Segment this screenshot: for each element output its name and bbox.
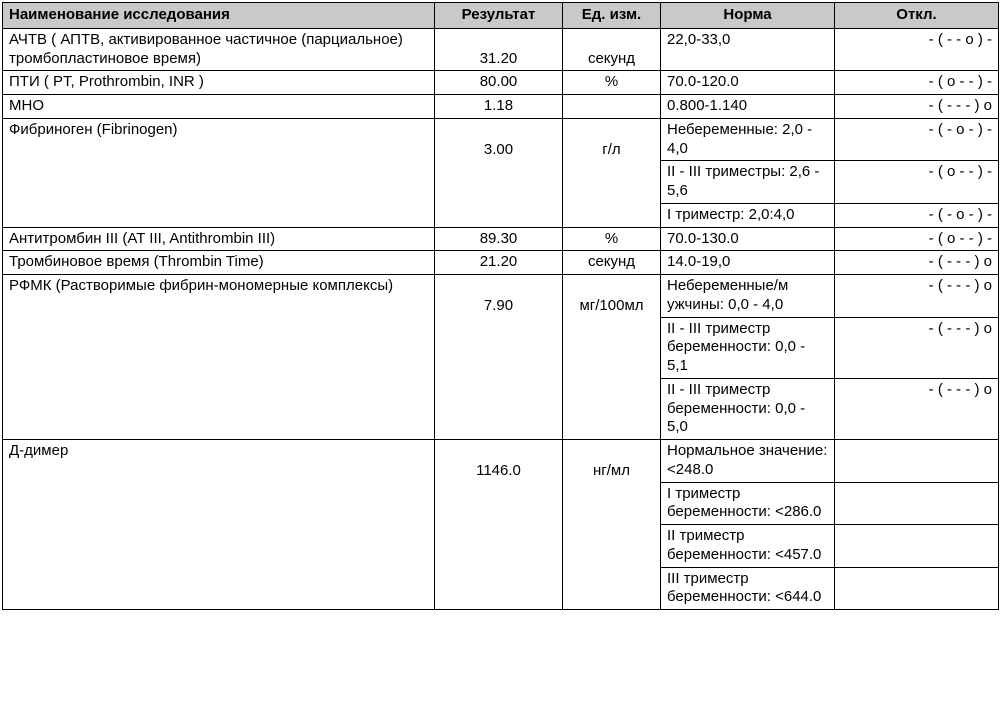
cell-name: РФМК (Растворимые фибрин-мономерные комп…	[3, 275, 435, 440]
table-row: ПТИ ( PT, Prothrombin, INR )80.00%70.0-1…	[3, 71, 999, 95]
cell-unit: секунд	[563, 251, 661, 275]
cell-deviation: - ( - - - ) o	[835, 251, 999, 275]
cell-deviation: - ( - o - ) -	[835, 118, 999, 161]
cell-deviation: - ( - - - ) o	[835, 317, 999, 378]
cell-result: 1146.0	[435, 440, 563, 610]
cell-deviation: - ( - - - ) o	[835, 378, 999, 439]
cell-deviation: - ( - - o ) -	[835, 28, 999, 71]
cell-norm: 14.0-19,0	[661, 251, 835, 275]
table-row: МНО1.18 0.800-1.140- ( - - - ) o	[3, 95, 999, 119]
col-header-name: Наименование исследования	[3, 3, 435, 29]
cell-unit: секунд	[563, 28, 661, 71]
cell-deviation: - ( o - - ) -	[835, 71, 999, 95]
cell-deviation: - ( - o - ) -	[835, 203, 999, 227]
cell-result: 7.90	[435, 275, 563, 440]
cell-norm: Небеременные: 2,0 - 4,0	[661, 118, 835, 161]
table-row: АЧТВ ( АПТВ, активированное частичное (п…	[3, 28, 999, 71]
col-header-norm: Норма	[661, 3, 835, 29]
cell-result: 3.00	[435, 118, 563, 227]
cell-name: Д-димер	[3, 440, 435, 610]
cell-norm: 70.0-120.0	[661, 71, 835, 95]
cell-result: 1.18	[435, 95, 563, 119]
table-row: Тромбиновое время (Thrombin Time)21.20се…	[3, 251, 999, 275]
cell-unit: нг/мл	[563, 440, 661, 610]
cell-name: МНО	[3, 95, 435, 119]
cell-name: Тромбиновое время (Thrombin Time)	[3, 251, 435, 275]
cell-unit: г/л	[563, 118, 661, 227]
table-row: Фибриноген (Fibrinogen)3.00г/лНебеременн…	[3, 118, 999, 161]
lab-results-table: Наименование исследования Результат Ед. …	[2, 2, 999, 610]
cell-deviation	[835, 482, 999, 525]
cell-norm: III триместр беременности: <644.0	[661, 567, 835, 610]
table-header: Наименование исследования Результат Ед. …	[3, 3, 999, 29]
cell-norm: Нормальное значение: <248.0	[661, 440, 835, 483]
cell-unit: мг/100мл	[563, 275, 661, 440]
cell-norm: II - III триместр беременности: 0,0 - 5,…	[661, 378, 835, 439]
cell-deviation: - ( o - - ) -	[835, 227, 999, 251]
cell-norm: 22,0-33,0	[661, 28, 835, 71]
table-body: АЧТВ ( АПТВ, активированное частичное (п…	[3, 28, 999, 609]
cell-unit	[563, 95, 661, 119]
col-header-unit: Ед. изм.	[563, 3, 661, 29]
cell-result: 89.30	[435, 227, 563, 251]
col-header-result: Результат	[435, 3, 563, 29]
cell-norm: 0.800-1.140	[661, 95, 835, 119]
cell-name: Фибриноген (Fibrinogen)	[3, 118, 435, 227]
cell-deviation: - ( o - - ) -	[835, 161, 999, 204]
cell-name: Антитромбин III (AT III, Antithrombin II…	[3, 227, 435, 251]
cell-name: ПТИ ( PT, Prothrombin, INR )	[3, 71, 435, 95]
cell-deviation: - ( - - - ) o	[835, 95, 999, 119]
cell-result: 21.20	[435, 251, 563, 275]
cell-unit: %	[563, 71, 661, 95]
cell-deviation	[835, 525, 999, 568]
table-row: Антитромбин III (AT III, Antithrombin II…	[3, 227, 999, 251]
cell-norm: I триместр: 2,0:4,0	[661, 203, 835, 227]
cell-name: АЧТВ ( АПТВ, активированное частичное (п…	[3, 28, 435, 71]
cell-norm: I триместр беременности: <286.0	[661, 482, 835, 525]
cell-deviation: - ( - - - ) o	[835, 275, 999, 318]
cell-norm: 70.0-130.0	[661, 227, 835, 251]
table-row: Д-димер1146.0нг/млНормальное значение: <…	[3, 440, 999, 483]
col-header-deviation: Откл.	[835, 3, 999, 29]
cell-deviation	[835, 567, 999, 610]
table-row: РФМК (Растворимые фибрин-мономерные комп…	[3, 275, 999, 318]
cell-norm: Небеременные/м ужчины: 0,0 - 4,0	[661, 275, 835, 318]
cell-result: 31.20	[435, 28, 563, 71]
cell-norm: II триместр беременности: <457.0	[661, 525, 835, 568]
cell-deviation	[835, 440, 999, 483]
cell-norm: II - III триместры: 2,6 - 5,6	[661, 161, 835, 204]
cell-norm: II - III триместр беременности: 0,0 - 5,…	[661, 317, 835, 378]
cell-result: 80.00	[435, 71, 563, 95]
cell-unit: %	[563, 227, 661, 251]
